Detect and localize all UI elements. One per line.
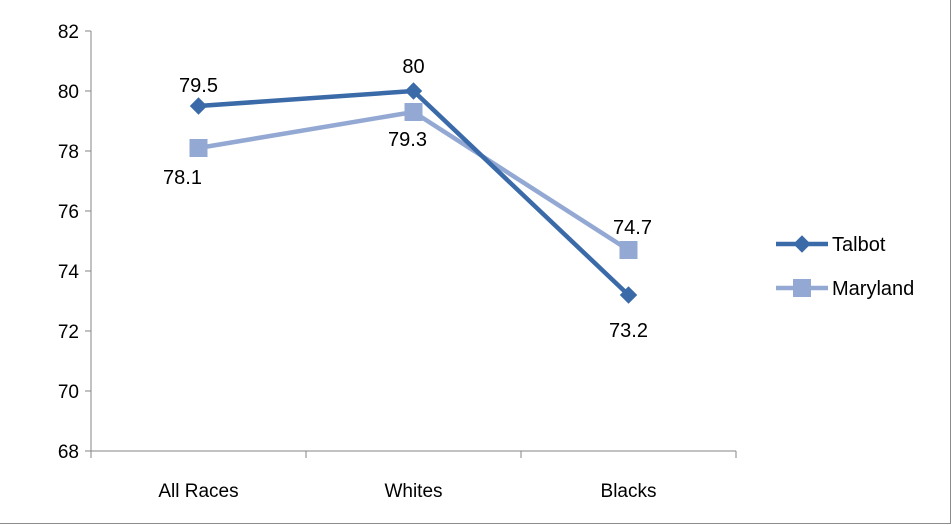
legend-marker-maryland xyxy=(793,279,811,297)
y-tick-label: 68 xyxy=(58,442,79,463)
data-label-talbot: 73.2 xyxy=(609,320,648,342)
x-tick-label: All Races xyxy=(158,481,238,502)
data-label-maryland: 79.3 xyxy=(388,129,427,151)
y-tick-label: 78 xyxy=(58,142,79,163)
data-point-talbot xyxy=(404,82,423,100)
y-tick-label: 82 xyxy=(58,22,79,43)
data-label-maryland: 74.7 xyxy=(613,217,652,239)
data-label-maryland: 78.1 xyxy=(163,167,202,189)
data-point-maryland xyxy=(404,103,423,121)
legend: Talbot Maryland xyxy=(776,234,914,300)
y-tick-label: 72 xyxy=(58,322,79,343)
legend-label-maryland: Maryland xyxy=(832,278,914,300)
data-point-maryland xyxy=(619,241,638,259)
legend-label-talbot: Talbot xyxy=(832,234,886,256)
y-tick-label: 76 xyxy=(58,202,79,223)
legend-marker-talbot xyxy=(793,235,811,253)
x-tick-label: Whites xyxy=(384,481,442,502)
x-tick-label: Blacks xyxy=(601,481,657,502)
data-point-maryland xyxy=(189,139,208,157)
data-point-talbot xyxy=(189,97,208,115)
axes: 68 70 72 74 76 78 80 82 All Races Whites Blacks xyxy=(58,22,737,502)
y-tick-label: 80 xyxy=(58,82,79,103)
data-label-talbot: 79.5 xyxy=(179,75,218,97)
data-labels: 79.5 80 73.2 78.1 79.3 74.7 xyxy=(163,56,652,342)
series-line-talbot xyxy=(198,88,631,297)
series-layer xyxy=(189,82,638,304)
y-tick-label: 74 xyxy=(58,262,80,283)
data-label-talbot: 80 xyxy=(402,56,424,78)
y-tick-label: 70 xyxy=(58,382,79,403)
data-point-talbot xyxy=(619,286,638,304)
